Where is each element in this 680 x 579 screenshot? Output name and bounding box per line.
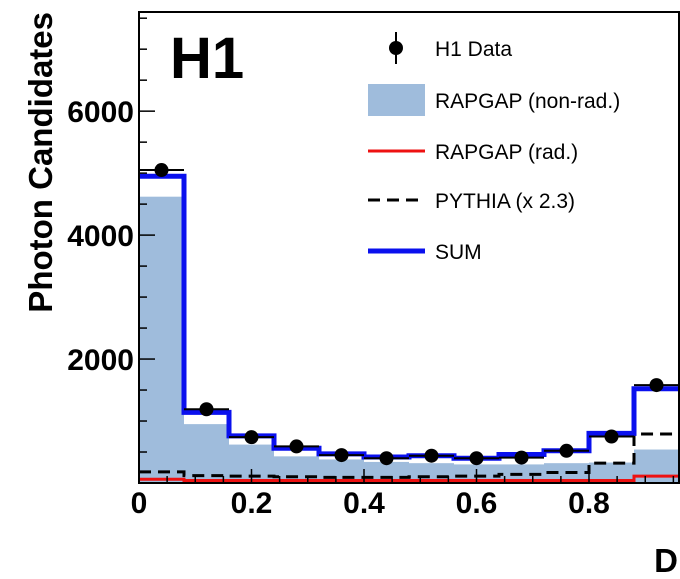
nonrad-bar-12 xyxy=(634,449,679,483)
x-tick-label-1: 0 xyxy=(131,487,148,520)
nonrad-bar-4 xyxy=(274,456,319,483)
y-axis-title: Photon Candidates xyxy=(22,12,59,313)
x-axis-title: D xyxy=(654,542,678,579)
sum-series-line xyxy=(139,173,679,461)
x-tick-label-2: 0.2 xyxy=(231,487,273,520)
experiment-label: H1 xyxy=(170,26,244,91)
legend-label-rad: RAPGAP (rad.) xyxy=(435,141,578,164)
y-tick-label-3: 6000 xyxy=(67,96,134,129)
y-tick-label-1: 2000 xyxy=(67,344,134,377)
legend-label-nonrad: RAPGAP (non-rad.) xyxy=(435,90,620,113)
legend-data-marker xyxy=(389,41,403,55)
rad-series-line xyxy=(139,474,679,483)
plot-frame xyxy=(138,11,680,484)
data-point-7 xyxy=(424,448,439,463)
x-tick-label-3: 0.4 xyxy=(343,487,385,520)
tick-layer: 0 0.2 0.4 0.6 0.8 2000 4000 6000 xyxy=(67,17,675,520)
x-tick-label-5: 0.8 xyxy=(568,487,610,520)
data-point-5 xyxy=(334,448,349,463)
y-tick-label-2: 4000 xyxy=(67,220,134,253)
data-point-6 xyxy=(379,451,394,466)
legend-nonrad-swatch xyxy=(368,84,425,116)
nonrad-bar-1 xyxy=(139,196,184,483)
legend: H1 Data RAPGAP (non-rad.) RAPGAP (rad.) PYT… xyxy=(368,32,620,264)
data-point-4 xyxy=(289,439,304,454)
data-point-1 xyxy=(154,163,169,178)
data-point-8 xyxy=(469,451,484,466)
data-point-12 xyxy=(649,378,664,393)
data-point-11 xyxy=(604,429,619,444)
nonrad-bar-6 xyxy=(364,461,409,483)
histogram-layer xyxy=(139,163,679,483)
data-point-3 xyxy=(244,430,259,445)
nonrad-bar-11 xyxy=(589,462,634,483)
data-point-2 xyxy=(199,402,214,417)
legend-label-data: H1 Data xyxy=(435,38,512,61)
legend-label-pythia: PYTHIA (x 2.3) xyxy=(435,190,575,213)
data-point-9 xyxy=(514,450,529,465)
nonrad-bar-2 xyxy=(184,424,229,483)
x-tick-label-4: 0.6 xyxy=(456,487,498,520)
data-point-10 xyxy=(559,443,574,458)
legend-label-sum: SUM xyxy=(435,241,482,264)
